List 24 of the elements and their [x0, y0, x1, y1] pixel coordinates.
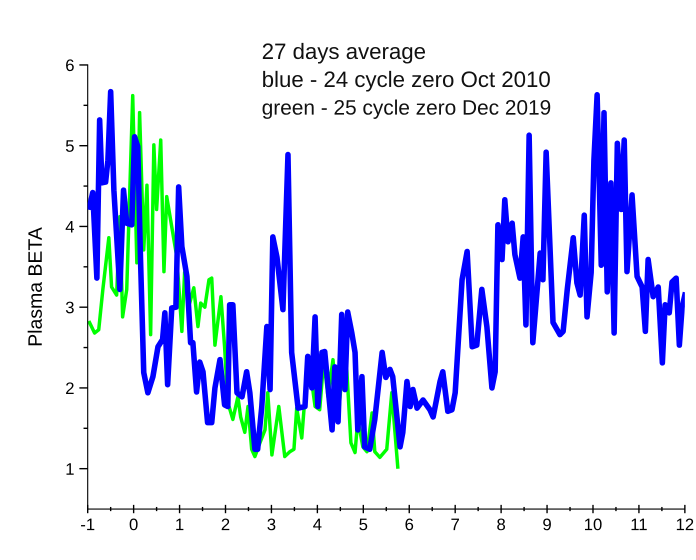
- text: 27 days average: [262, 42, 426, 64]
- x-tick-label: 7: [451, 518, 459, 530]
- annotation: green - 25 cycle zero Dec 2019: [262, 99, 550, 119]
- x-tick-label: 8: [497, 518, 506, 530]
- x-tick-label: 6: [405, 518, 414, 530]
- y-axis-title: Plasma BETA: [28, 227, 42, 346]
- x-tick-label: 3: [267, 518, 276, 530]
- x-tick-label: 0: [130, 518, 138, 530]
- x-tick-label: 10: [584, 518, 602, 530]
- x-tick-label: 2: [222, 518, 230, 530]
- x-tick-label: 5: [359, 518, 368, 530]
- y-tick-label: 6: [66, 59, 74, 72]
- x-tick-label: 9: [543, 518, 551, 530]
- x-tick-label: 1: [176, 518, 184, 530]
- y-tick-label: 4: [66, 221, 74, 232]
- y-tick-label: 2: [66, 382, 74, 394]
- x-tick-label: 12: [676, 518, 694, 530]
- y-tick-label: 3: [66, 302, 74, 314]
- x-tick-label: 11: [632, 518, 647, 530]
- x-tick-label: 4: [313, 518, 322, 530]
- y-tick-label: 1: [66, 463, 74, 475]
- annotation: blue - 24 cycle zero Oct 2010: [263, 70, 550, 92]
- x-tick-label: -1: [81, 518, 94, 530]
- y-tick-label: 5: [66, 140, 74, 152]
